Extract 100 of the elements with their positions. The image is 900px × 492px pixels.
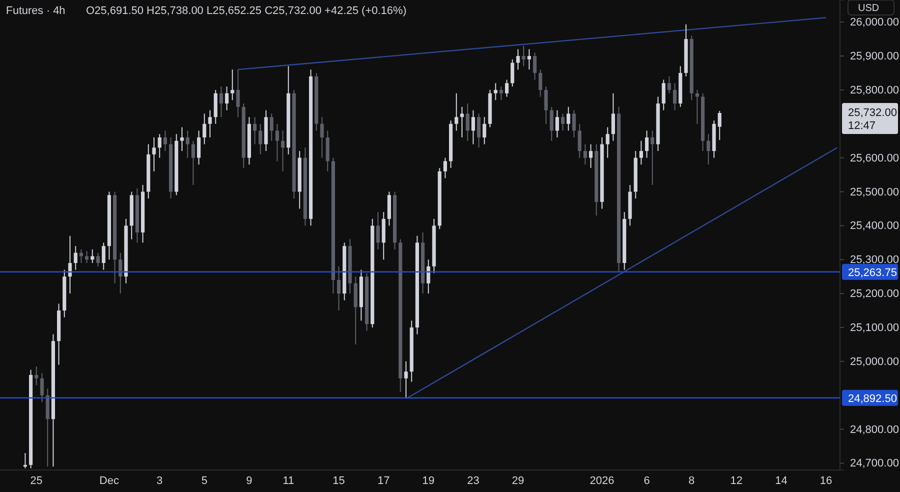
candlestick <box>482 116 486 145</box>
candlestick <box>46 388 50 468</box>
candlestick <box>158 134 162 158</box>
candlestick <box>566 106 570 132</box>
candlestick <box>281 130 285 172</box>
candlestick <box>645 130 649 158</box>
x-tick-label: 8 <box>688 474 695 487</box>
candlestick <box>326 130 330 172</box>
x-tick-label: 29 <box>512 474 524 487</box>
candlestick <box>466 103 470 142</box>
candlestick <box>460 106 464 138</box>
candlestick <box>639 140 643 166</box>
candlestick <box>163 130 167 152</box>
x-tick-label: 25 <box>30 474 43 487</box>
candlestick <box>382 212 386 260</box>
candlestick <box>152 136 156 172</box>
candlestick <box>706 134 710 166</box>
candlestick <box>74 246 78 270</box>
candlestick <box>516 48 520 70</box>
x-tick-label: 16 <box>820 474 832 487</box>
y-tick-label: 25,200.00 <box>850 288 899 300</box>
candlestick <box>718 110 722 141</box>
y-tick-label: 25,000.00 <box>850 356 899 368</box>
candlestick <box>583 144 587 166</box>
ref-line-label: 25,263.75 <box>848 266 897 279</box>
x-tick-label: 11 <box>282 474 294 487</box>
x-tick-label: 14 <box>775 474 788 487</box>
candlestick <box>180 126 184 152</box>
candlestick <box>376 212 380 250</box>
candlestick <box>270 113 274 142</box>
candlestick <box>404 360 408 398</box>
candlestick <box>219 86 223 118</box>
candlestick <box>527 48 531 70</box>
candlestick <box>471 110 475 145</box>
candlestick <box>236 69 240 118</box>
candlestick <box>197 130 201 166</box>
y-tick-label: 25,400.00 <box>850 220 899 232</box>
candlestick <box>214 89 218 124</box>
candlestick <box>477 113 481 148</box>
candlestick <box>499 86 503 101</box>
candlestick <box>555 110 559 138</box>
y-tick-label: 25,900.00 <box>850 50 899 63</box>
candlestick <box>90 248 94 264</box>
text: 12:47 <box>848 120 876 132</box>
candlestick <box>494 82 498 101</box>
candlestick <box>320 116 324 158</box>
candlestick <box>533 52 537 80</box>
candlestick <box>662 79 666 111</box>
y-tick-label: 25,100.00 <box>850 322 899 334</box>
candlestick <box>34 366 38 386</box>
text: 25,732.00 <box>848 107 897 119</box>
y-tick-label: 25,500.00 <box>850 186 899 198</box>
candlestick <box>387 191 391 226</box>
x-tick-label: 15 <box>332 474 345 487</box>
candlestick <box>673 82 677 111</box>
x-tick-label: 23 <box>467 474 480 487</box>
candlestick <box>258 123 262 155</box>
y-tick-label: 24,800.00 <box>850 424 899 436</box>
candlestick <box>606 126 610 158</box>
candlestick <box>578 123 582 158</box>
candlestick <box>186 130 190 158</box>
candlestick <box>96 252 100 267</box>
candlestick <box>550 106 554 142</box>
candlestick <box>40 372 44 403</box>
candlestick <box>538 69 542 98</box>
x-tick-label: Dec <box>99 474 120 487</box>
x-tick-label: 12 <box>730 474 743 487</box>
candlestick <box>510 58 514 88</box>
chart-subtitle: O25,691.50 H25,738.00 L25,652.25 C25,732.00 +42.25 (+0.16%) <box>86 5 406 17</box>
x-tick-label: 17 <box>377 474 390 487</box>
candlestick <box>522 45 526 67</box>
candlestick <box>454 92 458 132</box>
candlestick <box>611 92 615 142</box>
ref-line-label: 24,892.50 <box>848 392 897 405</box>
y-tick-label: 25,800.00 <box>850 84 899 96</box>
candlestick <box>426 259 430 294</box>
candlestick <box>275 123 279 162</box>
x-tick-label: 3 <box>156 474 163 487</box>
x-tick-label: 6 <box>644 474 650 487</box>
x-tick-label: 2026 <box>590 474 614 487</box>
candlestick <box>118 252 122 294</box>
candlestick <box>667 76 671 94</box>
candlestick <box>208 110 212 138</box>
candlestick <box>68 235 72 294</box>
candlestick <box>589 144 593 168</box>
candlestick <box>253 116 257 145</box>
y-tick-label: 24,700.00 <box>850 458 899 470</box>
candlestick <box>230 69 234 101</box>
candlestick <box>102 242 106 270</box>
text: USD <box>858 3 880 14</box>
y-tick-label: 25,600.00 <box>850 152 899 164</box>
y-tick-label: 26,000.00 <box>850 16 899 29</box>
candlestick <box>650 130 654 186</box>
candlestick <box>85 250 89 264</box>
candlestick <box>544 86 548 124</box>
chart-title: Futures · 4h <box>6 5 66 17</box>
x-tick-label: 19 <box>422 474 435 487</box>
candlestick <box>191 140 195 186</box>
candlestick <box>337 266 341 312</box>
candlestick <box>443 157 447 179</box>
